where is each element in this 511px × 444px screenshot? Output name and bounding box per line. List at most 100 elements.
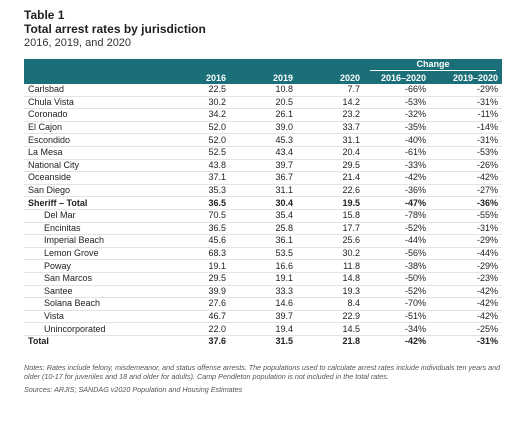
row-change-2016-2020: -52% (364, 222, 430, 236)
row-jurisdiction: Carlsbad (24, 84, 140, 97)
row-change-2016-2020: -50% (364, 272, 430, 286)
row-change-2016-2020: -35% (364, 121, 430, 135)
table-row: Santee 39.9 33.3 19.3 -52% -42% (24, 285, 503, 299)
table-row: National City 43.8 39.7 29.5 -33% -26% (24, 159, 503, 173)
row-change-2016-2020: -40% (364, 133, 430, 147)
row-2016: 27.6 (140, 297, 230, 311)
row-change-2019-2020: -31% (430, 96, 503, 110)
header-spacer (24, 59, 364, 71)
row-change-2019-2020: -55% (430, 209, 503, 223)
row-2019: 14.6 (230, 297, 297, 311)
row-jurisdiction: Coronado (24, 108, 140, 122)
row-2019: 30.4 (230, 196, 297, 210)
row-2016: 36.5 (140, 222, 230, 236)
table-label: Table 1 (24, 8, 65, 22)
table-row: Lemon Grove 68.3 53.5 30.2 -56% -44% (24, 247, 503, 261)
row-jurisdiction: National City (24, 159, 140, 173)
row-change-2019-2020: -29% (430, 234, 503, 248)
row-2019: 39.7 (230, 159, 297, 173)
row-jurisdiction: Lemon Grove (24, 247, 140, 261)
row-2016: 46.7 (140, 310, 230, 324)
row-change-2016-2020: -78% (364, 209, 430, 223)
row-2020: 21.4 (297, 171, 364, 185)
row-2020: 8.4 (297, 297, 364, 311)
row-2020: 23.2 (297, 108, 364, 122)
row-2020: 31.1 (297, 133, 364, 147)
row-jurisdiction: Oceanside (24, 171, 140, 185)
row-jurisdiction: Escondido (24, 133, 140, 147)
row-change-2016-2020: -36% (364, 184, 430, 198)
row-change-2019-2020: -29% (430, 259, 503, 273)
row-change-2019-2020: -36% (430, 196, 503, 210)
header-2019: 2019 (230, 71, 297, 84)
row-change-2019-2020: -26% (430, 159, 503, 173)
row-jurisdiction: San Diego (24, 184, 140, 198)
row-change-2019-2020: -42% (430, 285, 503, 299)
row-2020: 25.6 (297, 234, 364, 248)
row-jurisdiction: El Cajon (24, 121, 140, 135)
row-change-2016-2020: -34% (364, 322, 430, 336)
table-row: Vista 46.7 39.7 22.9 -51% -42% (24, 310, 503, 324)
row-2019: 20.5 (230, 96, 297, 110)
table-row: La Mesa 52.5 43.4 20.4 -61% -53% (24, 146, 503, 160)
row-2016: 52.0 (140, 121, 230, 135)
header-group-row: Change (24, 59, 503, 71)
row-2016: 39.9 (140, 285, 230, 299)
row-2019: 19.1 (230, 272, 297, 286)
row-change-2016-2020: -61% (364, 146, 430, 160)
row-2020: 7.7 (297, 84, 364, 97)
row-change-2016-2020: -42% (364, 171, 430, 185)
row-2016: 43.8 (140, 159, 230, 173)
table-row: Poway 19.1 16.6 11.8 -38% -29% (24, 259, 503, 273)
table-sources: Sources: ARJIS; SANDAG v2020 Population … (24, 385, 243, 395)
row-2019: 53.5 (230, 247, 297, 261)
table-row: Encinitas 36.5 25.8 17.7 -52% -31% (24, 222, 503, 236)
row-2020: 19.3 (297, 285, 364, 299)
row-2019: 43.4 (230, 146, 297, 160)
row-2019: 35.4 (230, 209, 297, 223)
row-2016: 68.3 (140, 247, 230, 261)
table-title: Total arrest rates by jurisdiction (24, 22, 206, 36)
table-row: Chula Vista 30.2 20.5 14.2 -53% -31% (24, 96, 503, 110)
row-2019: 19.4 (230, 322, 297, 336)
table-row: Carlsbad 22.5 10.8 7.7 -66% -29% (24, 84, 503, 97)
row-change-2019-2020: -25% (430, 322, 503, 336)
header-change-group: Change (364, 59, 503, 71)
header-change-2016-2020: 2016–2020 (364, 71, 430, 84)
row-2020: 21.8 (297, 334, 364, 348)
table-row: Unincorporated 22.0 19.4 14.5 -34% -25% (24, 322, 503, 336)
row-2016: 19.1 (140, 259, 230, 273)
row-2020: 20.4 (297, 146, 364, 160)
row-2016: 45.6 (140, 234, 230, 248)
table-row: Sheriff – Total 36.5 30.4 19.5 -47% -36% (24, 196, 503, 210)
row-2020: 17.7 (297, 222, 364, 236)
row-change-2016-2020: -52% (364, 285, 430, 299)
table-row: San Diego 35.3 31.1 22.6 -36% -27% (24, 184, 503, 198)
row-2020: 22.9 (297, 310, 364, 324)
row-jurisdiction: Solana Beach (24, 297, 140, 311)
header-columns-row: 2016 2019 2020 2016–2020 2019–2020 (24, 71, 503, 84)
table-row: Solana Beach 27.6 14.6 8.4 -70% -42% (24, 297, 503, 311)
row-2019: 36.1 (230, 234, 297, 248)
row-change-2016-2020: -44% (364, 234, 430, 248)
table-row: Escondido 52.0 45.3 31.1 -40% -31% (24, 133, 503, 147)
row-2019: 39.0 (230, 121, 297, 135)
row-2016: 22.5 (140, 84, 230, 97)
row-change-2016-2020: -32% (364, 108, 430, 122)
row-change-2016-2020: -51% (364, 310, 430, 324)
row-2016: 37.6 (140, 334, 230, 348)
row-jurisdiction: Santee (24, 285, 140, 299)
row-jurisdiction: Encinitas (24, 222, 140, 236)
row-2020: 30.2 (297, 247, 364, 261)
row-change-2016-2020: -66% (364, 84, 430, 97)
row-change-2016-2020: -33% (364, 159, 430, 173)
row-2016: 52.5 (140, 146, 230, 160)
table-row: San Marcos 29.5 19.1 14.8 -50% -23% (24, 272, 503, 286)
arrest-rates-table: Change 2016 2019 2020 2016–2020 2019–202… (24, 59, 503, 348)
row-2019: 26.1 (230, 108, 297, 122)
row-change-2016-2020: -38% (364, 259, 430, 273)
row-jurisdiction: Vista (24, 310, 140, 324)
row-jurisdiction: Imperial Beach (24, 234, 140, 248)
row-2019: 25.8 (230, 222, 297, 236)
row-2020: 14.8 (297, 272, 364, 286)
